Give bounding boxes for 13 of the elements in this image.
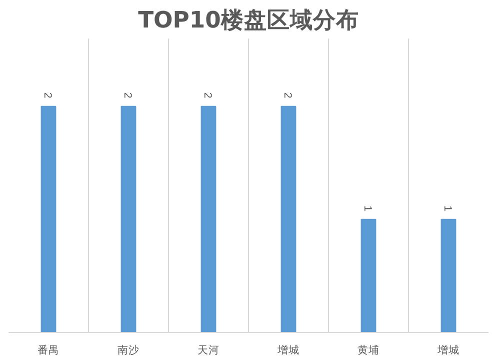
data-label: 2 bbox=[122, 92, 134, 98]
x-tick-label: 南沙 bbox=[118, 344, 140, 356]
x-tick-label: 增城 bbox=[276, 344, 300, 356]
x-tick-label: 黄埔 bbox=[358, 344, 380, 356]
data-label: 2 bbox=[42, 92, 54, 98]
data-label: 1 bbox=[442, 205, 454, 212]
x-tick-label: 增城 bbox=[436, 344, 460, 356]
chart-title: TOP10楼盘区域分布 bbox=[138, 8, 359, 34]
data-label: 2 bbox=[282, 92, 294, 98]
data-label: 2 bbox=[202, 92, 214, 98]
x-tick-label: 天河 bbox=[198, 344, 220, 356]
x-tick-label: 番禺 bbox=[38, 344, 60, 356]
data-label: 1 bbox=[362, 205, 374, 212]
